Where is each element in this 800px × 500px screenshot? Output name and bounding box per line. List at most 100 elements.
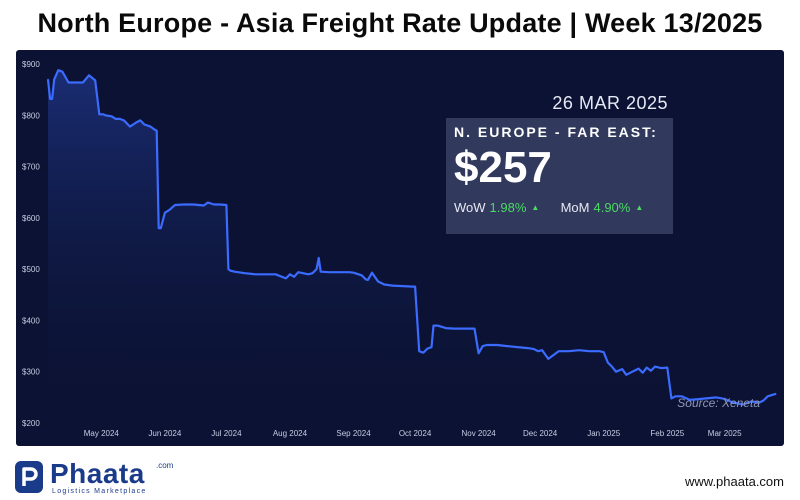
x-tick-label: Jun 2024	[148, 429, 181, 438]
rate-point	[82, 81, 84, 84]
rate-point	[352, 272, 355, 274]
rate-point	[328, 271, 330, 273]
logo-text: Phaata	[50, 458, 145, 489]
mom-up-arrow-icon: ▲	[635, 203, 644, 212]
rate-point	[631, 371, 634, 373]
rate-point	[432, 325, 435, 327]
rate-point	[229, 270, 232, 272]
rate-point	[67, 81, 70, 84]
rate-point	[527, 347, 529, 349]
mom-label: MoM	[560, 200, 590, 215]
rate-point	[732, 401, 734, 404]
rate-point	[621, 368, 623, 370]
rate-point	[654, 366, 656, 368]
x-tick-label: Aug 2024	[273, 429, 308, 438]
rate-point	[320, 271, 322, 273]
rate-point	[158, 227, 160, 229]
rate-point	[650, 370, 652, 372]
rate-point	[57, 69, 59, 71]
rate-point	[53, 78, 55, 80]
y-tick-label: $400	[22, 316, 40, 325]
rate-point	[139, 119, 141, 121]
rate-point	[289, 273, 291, 275]
x-tick-label: Oct 2024	[399, 429, 432, 438]
phaata-logo-icon	[15, 461, 43, 493]
rate-point	[156, 130, 158, 132]
rate-value: $257	[454, 143, 552, 192]
rate-point	[377, 280, 379, 283]
rate-point	[453, 328, 455, 330]
rate-point	[724, 398, 726, 400]
rate-point	[193, 203, 195, 206]
rate-point	[51, 98, 53, 100]
rate-point	[607, 361, 609, 364]
rate-point	[143, 123, 145, 126]
source-label: Source: Xeneta	[677, 396, 760, 410]
rate-point	[594, 350, 597, 352]
rate-point	[541, 349, 543, 351]
rate-point	[506, 345, 508, 347]
website-link[interactable]: www.phaata.com	[685, 474, 784, 489]
y-tick-label: $500	[22, 265, 40, 274]
rate-point	[437, 325, 439, 327]
rate-point	[426, 348, 428, 350]
rate-area	[48, 70, 776, 423]
rate-point	[225, 204, 227, 206]
rate-point	[47, 78, 49, 80]
rate-point	[391, 285, 394, 287]
rate-point	[61, 71, 64, 73]
rate-point	[646, 367, 648, 369]
rate-point	[750, 400, 752, 403]
rate-point	[234, 271, 236, 273]
logo-com: .com	[156, 461, 174, 470]
rate-point	[705, 397, 707, 399]
rate-point	[670, 397, 673, 399]
rate-point	[547, 358, 549, 360]
phaata-logo[interactable]: Phaata .com Logistics Marketplace	[14, 458, 174, 496]
rate-point	[129, 126, 131, 128]
y-tick-label: $200	[22, 419, 40, 428]
rate-point	[767, 395, 769, 397]
rate-point	[383, 283, 385, 286]
x-tick-label: Nov 2024	[461, 429, 496, 438]
rate-point	[174, 204, 176, 206]
rate-point	[496, 344, 498, 346]
rate-point	[149, 126, 152, 128]
rate-point	[311, 272, 314, 274]
rate-point	[578, 349, 580, 351]
rate-point	[533, 348, 535, 350]
rate-point	[119, 118, 121, 120]
y-tick-label: $300	[22, 368, 40, 377]
rate-point	[244, 272, 246, 274]
rate-point	[445, 327, 447, 329]
rate-point	[414, 286, 416, 288]
rate-point	[172, 206, 174, 208]
rate-point	[361, 274, 363, 276]
y-tick-label: $900	[22, 60, 40, 69]
date-label: 26 MAR 2025	[552, 93, 668, 113]
rate-point	[660, 367, 662, 369]
rate-point	[88, 74, 90, 76]
x-tick-label: Sep 2024	[336, 429, 371, 438]
rate-point	[164, 212, 166, 214]
rate-point	[715, 396, 718, 398]
rate-point	[293, 276, 295, 278]
rate-point	[154, 129, 156, 131]
rate-point	[297, 271, 299, 273]
x-tick-label: May 2024	[84, 429, 120, 438]
rate-point	[603, 351, 605, 353]
rate-point	[135, 121, 137, 124]
rate-point	[599, 350, 601, 352]
rate-point	[558, 350, 560, 352]
wow-label: WoW	[454, 200, 486, 215]
rate-point	[348, 271, 350, 273]
rate-point	[588, 350, 590, 352]
rate-point	[49, 98, 51, 100]
rate-point	[102, 113, 104, 115]
route-label: N. EUROPE - FAR EAST:	[454, 124, 658, 140]
rate-point	[625, 374, 627, 376]
rate-point	[537, 350, 539, 352]
rate-point	[674, 395, 677, 397]
x-tick-label: Mar 2025	[708, 429, 742, 438]
rate-point	[412, 286, 414, 288]
